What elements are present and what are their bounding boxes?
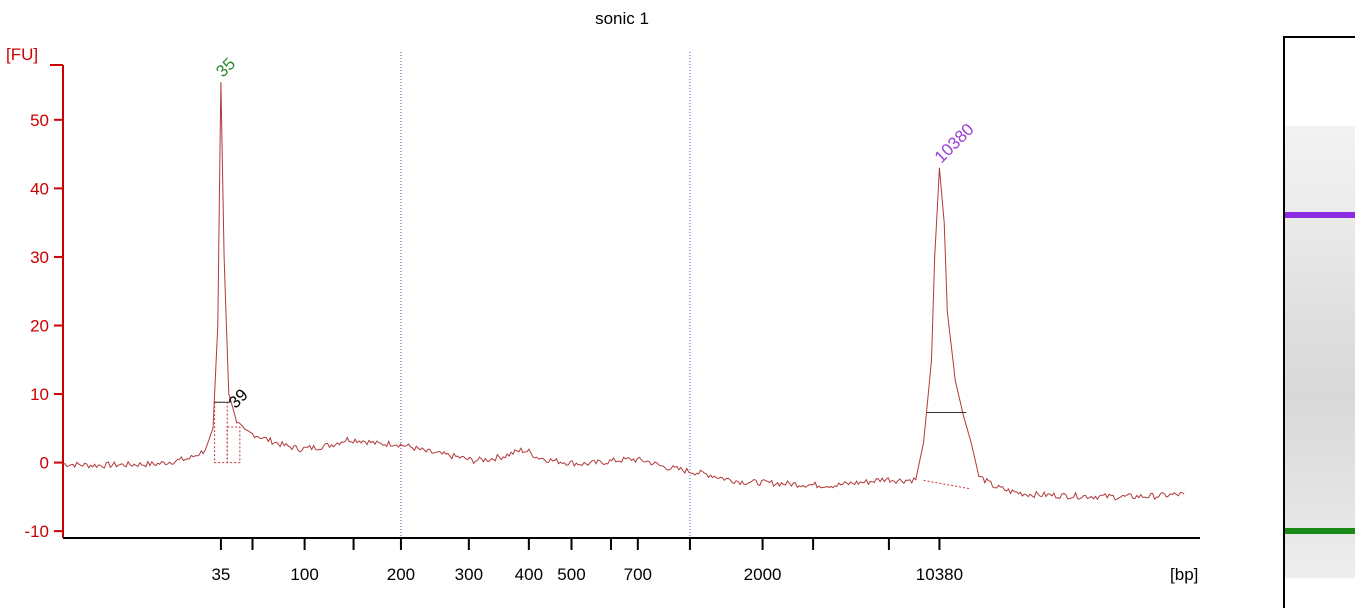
x-tick-label-11: 2000 bbox=[744, 565, 782, 584]
y-axis-label: [FU] bbox=[6, 45, 38, 64]
x-tick-label-15: [bp] bbox=[1170, 565, 1198, 584]
y-tick-label-0: 0 bbox=[40, 454, 49, 473]
peak-label-0: 35 bbox=[212, 54, 239, 81]
y-tick-label--10: -10 bbox=[24, 522, 49, 541]
x-tick-label-2: 100 bbox=[290, 565, 318, 584]
y-tick-label-40: 40 bbox=[30, 179, 49, 198]
y-tick-label-10: 10 bbox=[30, 385, 49, 404]
gel-band-lower-marker bbox=[1285, 528, 1355, 535]
x-tick-label-5: 300 bbox=[455, 565, 483, 584]
peak-baseline-10380 bbox=[923, 479, 970, 490]
x-tick-label-4: 200 bbox=[387, 565, 415, 584]
y-tick-label-50: 50 bbox=[30, 111, 49, 130]
series-line-0 bbox=[62, 82, 1185, 501]
y-tick-label-30: 30 bbox=[30, 248, 49, 267]
peak-label-2: 10380 bbox=[931, 120, 978, 167]
x-tick-label-7: 500 bbox=[557, 565, 585, 584]
peak-box-35 bbox=[214, 401, 228, 464]
x-tick-label-0: 35 bbox=[211, 565, 230, 584]
y-tick-label-20: 20 bbox=[30, 316, 49, 335]
peak-box-39 bbox=[226, 426, 241, 464]
chart-title: sonic 1 bbox=[595, 9, 649, 28]
gel-strip bbox=[1285, 126, 1355, 578]
electropherogram-chart: sonic 1 [FU] -10 0 10 20 30 40 50 35 100 200 300 40… bbox=[6, 9, 1200, 584]
x-tick-label-14: 10380 bbox=[916, 565, 963, 584]
gel-band-upper-marker bbox=[1285, 211, 1355, 218]
x-tick-label-9: 700 bbox=[624, 565, 652, 584]
gel-lane bbox=[1283, 36, 1355, 608]
x-tick-label-6: 400 bbox=[515, 565, 543, 584]
